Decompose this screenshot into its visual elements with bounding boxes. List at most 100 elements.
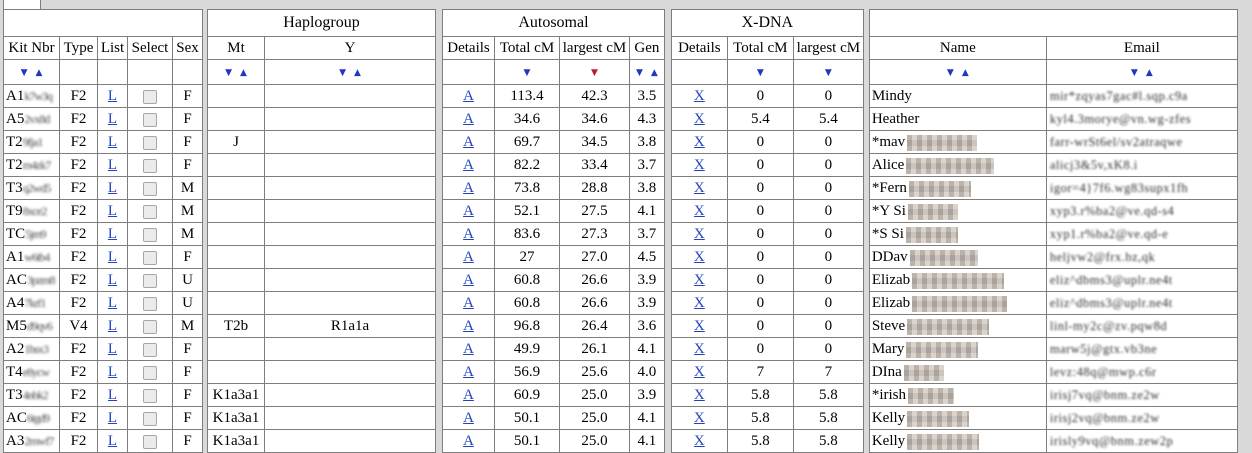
xdna-details-link[interactable]: X (693, 410, 705, 426)
column-header-details: Details (670, 36, 728, 60)
name-cell: Alice (868, 153, 1047, 177)
select-checkbox[interactable] (143, 112, 157, 127)
sort-desc-button[interactable]: ▼ (1130, 68, 1138, 78)
select-checkbox[interactable] (143, 89, 157, 104)
list-link[interactable]: L (107, 88, 118, 104)
kit-number-prefix: A4 (6, 295, 25, 311)
autosomal-details-link[interactable]: A (463, 318, 474, 334)
sort-desc-button[interactable]: ▼ (824, 68, 832, 78)
sort-asc-button[interactable]: ▲ (1145, 68, 1153, 78)
autosomal-details-link[interactable]: A (463, 180, 474, 196)
select-checkbox[interactable] (143, 181, 157, 196)
autosomal-details-link[interactable]: A (463, 226, 474, 242)
sort-desc-button[interactable]: ▼ (523, 68, 531, 78)
sort-asc-button[interactable]: ▲ (354, 68, 361, 78)
mt-haplogroup-cell (207, 222, 265, 246)
select-checkbox[interactable] (143, 135, 157, 150)
select-checkbox[interactable] (143, 411, 157, 426)
xdna-total-cm-cell: 7 (726, 360, 794, 384)
column-header-list: List (97, 36, 128, 60)
list-link[interactable]: L (107, 295, 118, 311)
xdna-details-link[interactable]: X (693, 180, 705, 196)
autosomal-details-link[interactable]: A (463, 203, 474, 219)
xdna-details-link[interactable]: X (693, 249, 705, 265)
list-link[interactable]: L (107, 203, 118, 219)
xdna-details-link[interactable]: X (693, 295, 705, 311)
autosomal-details-link[interactable]: A (463, 433, 474, 449)
sort-desc-button[interactable]: ▼ (225, 68, 232, 78)
autosomal-details-link[interactable]: A (463, 341, 474, 357)
list-link[interactable]: L (107, 157, 118, 173)
name-text: Steve (871, 318, 906, 334)
autosomal-details-link[interactable]: A (463, 295, 474, 311)
list-link[interactable]: L (107, 134, 118, 150)
sort-cell (59, 59, 98, 85)
list-link[interactable]: L (107, 364, 118, 380)
xdna-details-link[interactable]: X (693, 341, 705, 357)
table-row (207, 199, 436, 223)
xdna-details-link[interactable]: X (693, 318, 705, 334)
list-link[interactable]: L (107, 410, 118, 426)
xdna-details-link[interactable]: X (693, 134, 705, 150)
list-link[interactable]: L (107, 341, 118, 357)
xdna-details-link[interactable]: X (693, 364, 705, 380)
list-link[interactable]: L (107, 249, 118, 265)
xdna-details-link[interactable]: X (693, 226, 705, 242)
list-link[interactable]: L (107, 318, 118, 334)
sort-asc-button[interactable]: ▲ (650, 68, 658, 78)
list-link[interactable]: L (107, 387, 118, 403)
autosomal-details-link[interactable]: A (463, 272, 474, 288)
list-link[interactable]: L (107, 433, 118, 449)
select-checkbox[interactable] (143, 388, 157, 403)
xdna-details-link[interactable]: X (693, 433, 705, 449)
select-checkbox[interactable] (143, 204, 157, 219)
xdna-details-link[interactable]: X (693, 387, 705, 403)
autosomal-details-cell: A (442, 291, 495, 315)
xdna-total-cm-cell: 0 (726, 245, 794, 269)
sort-asc-button[interactable]: ▲ (35, 68, 43, 78)
autosomal-details-link[interactable]: A (463, 249, 474, 265)
sort-desc-button[interactable]: ▼ (339, 68, 346, 78)
email-cell: levz:48q@mwp.c6r (1045, 360, 1238, 384)
autosomal-details-link[interactable]: A (463, 410, 474, 426)
autosomal-details-link[interactable]: A (463, 157, 474, 173)
xdna-details-link[interactable]: X (693, 88, 705, 104)
sort-asc-button[interactable]: ▲ (240, 68, 247, 78)
xdna-total-cm-cell: 0 (726, 199, 794, 223)
select-checkbox[interactable] (143, 227, 157, 242)
list-link[interactable]: L (107, 226, 118, 242)
autosomal-details-link[interactable]: A (463, 364, 474, 380)
name-text: Kelly (871, 433, 906, 449)
xdna-details-link[interactable]: X (693, 272, 705, 288)
select-checkbox[interactable] (143, 250, 157, 265)
select-checkbox[interactable] (143, 158, 157, 173)
list-link[interactable]: L (107, 111, 118, 127)
y-haplogroup-cell (264, 268, 436, 292)
xdna-details-link[interactable]: X (693, 111, 705, 127)
sort-desc-button[interactable]: ▼ (756, 68, 764, 78)
select-checkbox[interactable] (143, 365, 157, 380)
select-checkbox[interactable] (143, 296, 157, 311)
autosomal-details-link[interactable]: A (463, 134, 474, 150)
list-link[interactable]: L (107, 272, 118, 288)
sort-desc-button[interactable]: ▼ (946, 68, 954, 78)
sort-desc-button[interactable]: ▼ (20, 68, 28, 78)
xdna-details-link[interactable]: X (693, 203, 705, 219)
select-checkbox[interactable] (143, 342, 157, 357)
y-haplogroup-cell (264, 337, 436, 361)
table-row: A21hsx3 F2 L F (3, 337, 203, 361)
autosomal-details-link[interactable]: A (463, 88, 474, 104)
kit-number-prefix: T4 (6, 364, 23, 380)
name-text: Alice (871, 157, 905, 173)
sort-desc-button[interactable]: ▼ (591, 68, 598, 78)
sort-asc-button[interactable]: ▲ (961, 68, 969, 78)
select-checkbox[interactable] (143, 434, 157, 449)
select-checkbox[interactable] (143, 273, 157, 288)
xdna-details-link[interactable]: X (693, 157, 705, 173)
list-link[interactable]: L (107, 180, 118, 196)
select-checkbox[interactable] (143, 319, 157, 334)
autosomal-details-link[interactable]: A (463, 111, 474, 127)
email-redacted-text: heljvw2@frx.bz,qk (1049, 250, 1156, 264)
sort-desc-button[interactable]: ▼ (636, 68, 643, 78)
autosomal-details-link[interactable]: A (463, 387, 474, 403)
